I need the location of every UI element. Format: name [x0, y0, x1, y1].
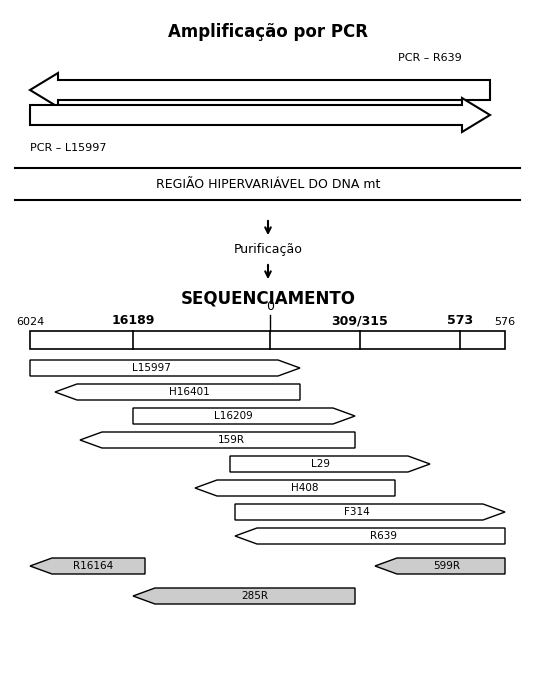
Polygon shape	[30, 73, 490, 107]
Polygon shape	[133, 408, 355, 424]
Text: L16209: L16209	[213, 411, 252, 421]
Text: 309/315: 309/315	[332, 314, 389, 327]
Text: R639: R639	[370, 531, 397, 541]
Text: L15997: L15997	[132, 363, 171, 373]
Text: 159R: 159R	[218, 435, 245, 445]
Text: F314: F314	[344, 507, 369, 517]
Text: SEQUENCIAMENTO: SEQUENCIAMENTO	[181, 289, 355, 307]
Text: PCR – L15997: PCR – L15997	[30, 143, 107, 153]
Polygon shape	[230, 456, 430, 472]
Text: 599R: 599R	[433, 561, 460, 571]
Polygon shape	[133, 588, 355, 604]
Text: H408: H408	[291, 483, 319, 493]
Text: 573: 573	[447, 314, 473, 327]
Text: L29: L29	[310, 459, 330, 469]
Text: PCR – R639: PCR – R639	[398, 53, 462, 63]
Text: 576: 576	[494, 317, 516, 327]
Text: R16164: R16164	[73, 561, 114, 571]
Bar	[30, 331, 505, 349]
Polygon shape	[30, 360, 300, 376]
Text: 16189: 16189	[111, 314, 155, 327]
Text: 6024: 6024	[16, 317, 44, 327]
Text: H16401: H16401	[169, 387, 210, 397]
Text: Purificação: Purificação	[234, 244, 302, 257]
Polygon shape	[235, 528, 505, 544]
Polygon shape	[375, 558, 505, 574]
Polygon shape	[30, 558, 145, 574]
Polygon shape	[30, 98, 490, 132]
Polygon shape	[80, 432, 355, 448]
Text: 0: 0	[266, 300, 274, 313]
Text: REGIÃO HIPERVARIÁVEL DO DNA mt: REGIÃO HIPERVARIÁVEL DO DNA mt	[156, 178, 380, 191]
Text: 285R: 285R	[242, 591, 269, 601]
Text: Amplificação por PCR: Amplificação por PCR	[168, 23, 368, 41]
Polygon shape	[195, 480, 395, 496]
Polygon shape	[55, 384, 300, 400]
Polygon shape	[235, 504, 505, 520]
